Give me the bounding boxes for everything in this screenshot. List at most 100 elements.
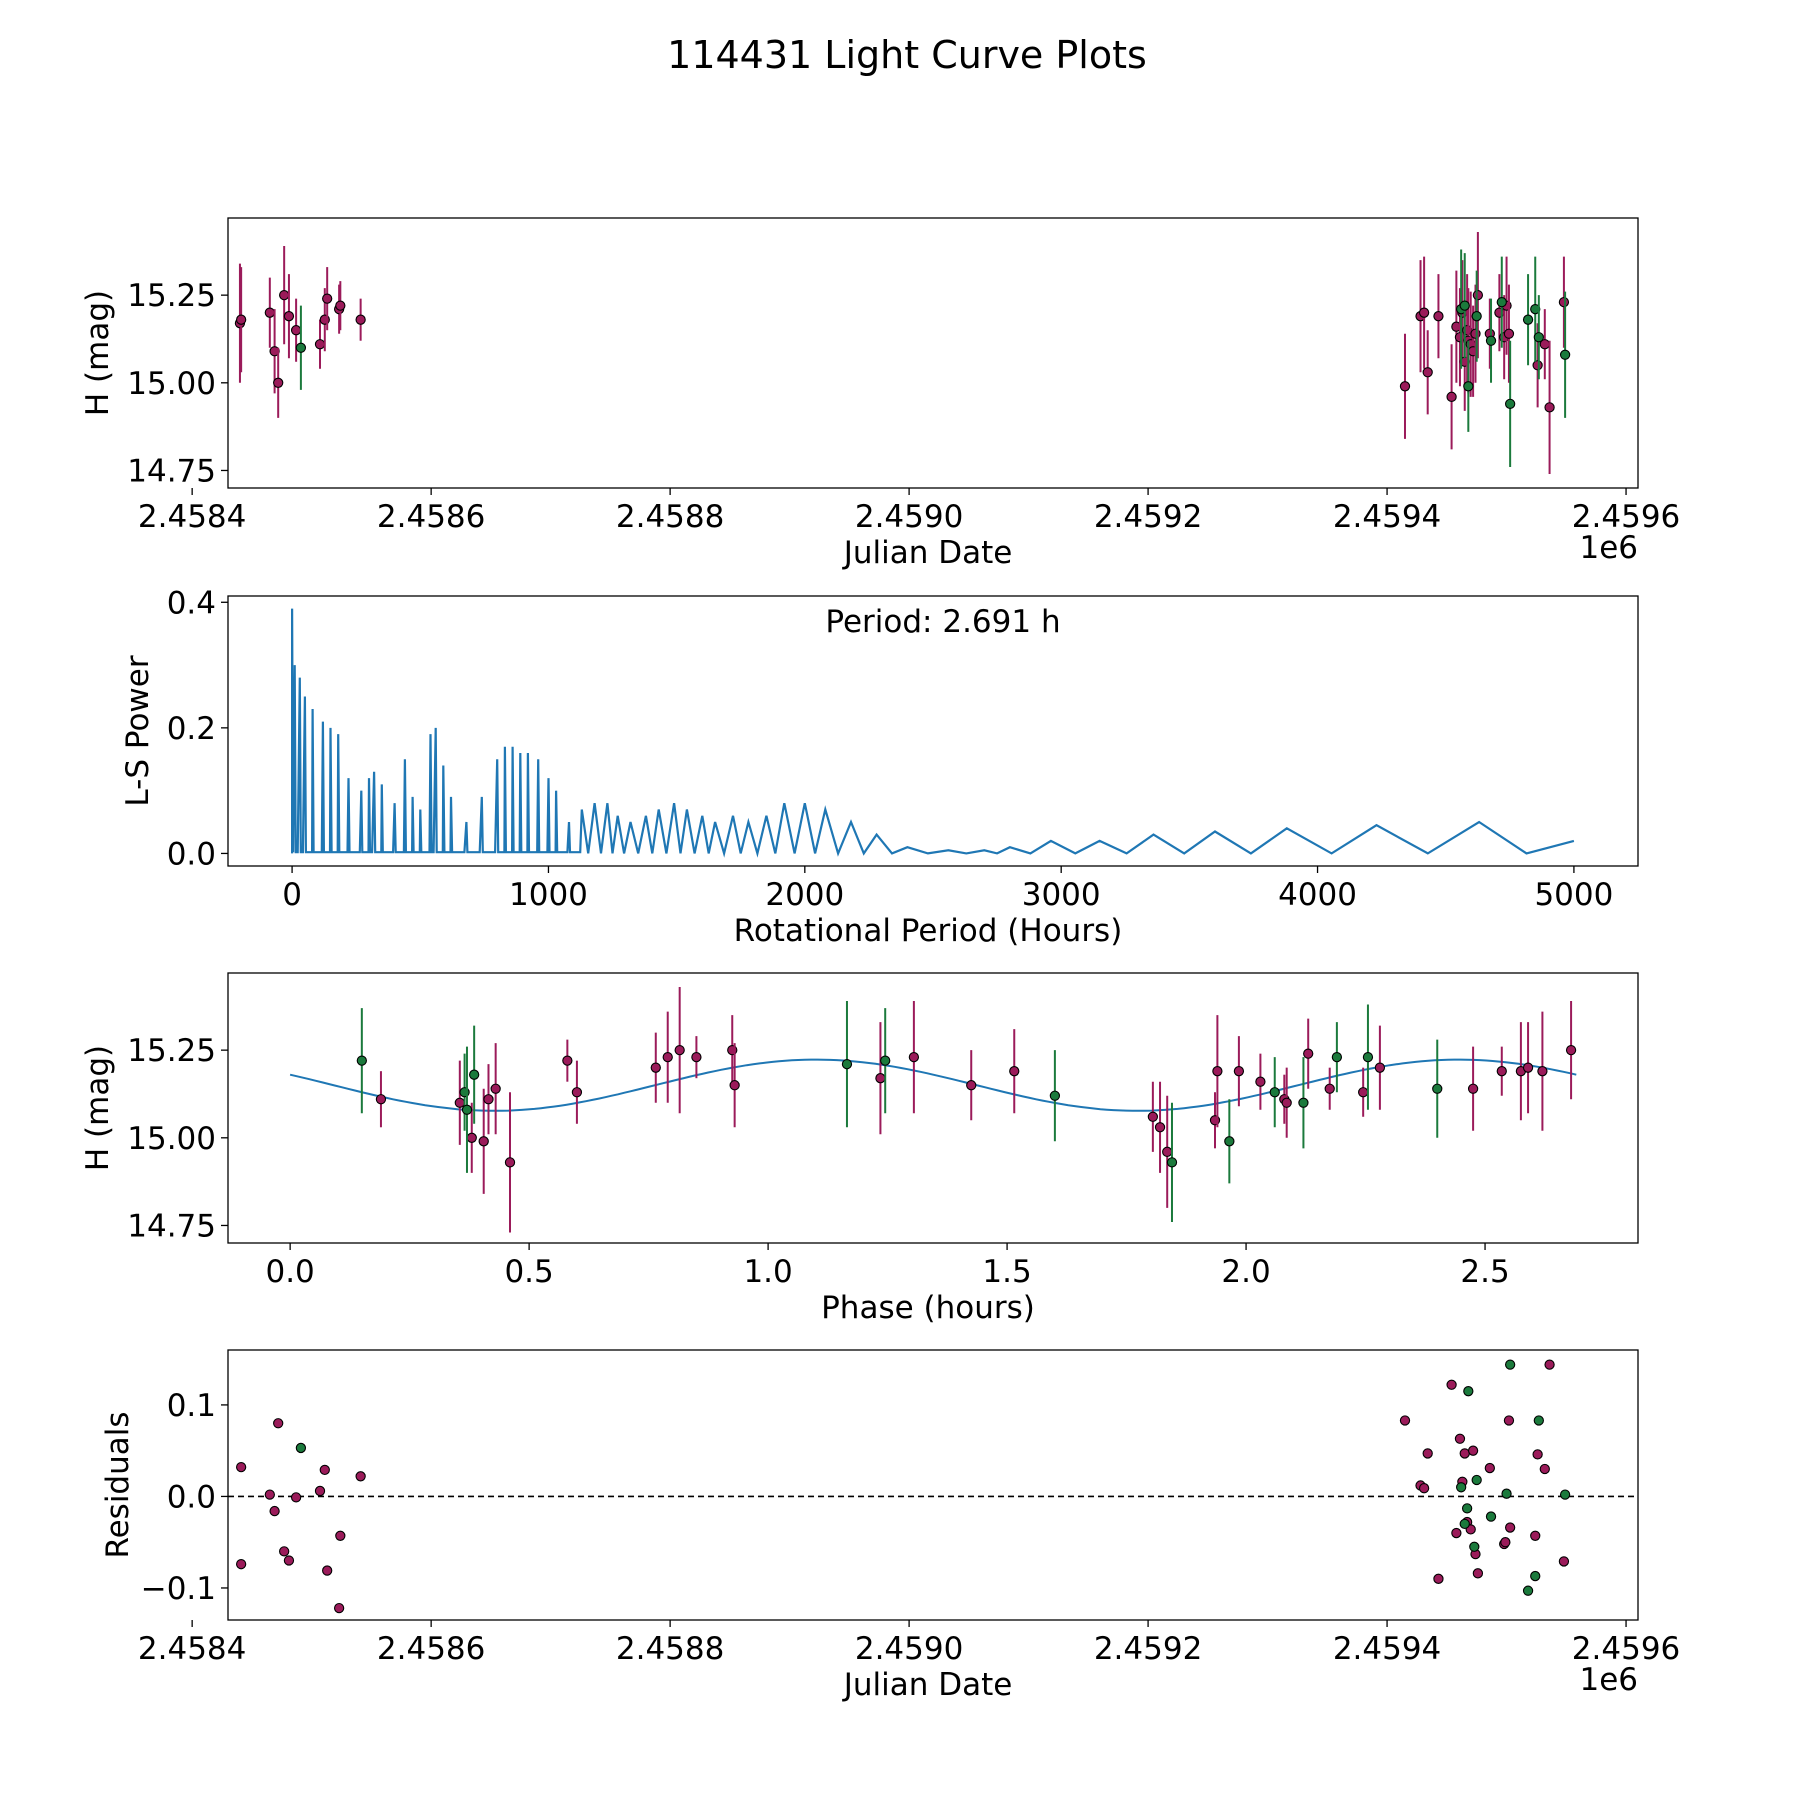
- data-point: [375, 1094, 387, 1105]
- data-point: [1422, 367, 1433, 378]
- data-point: [1331, 1052, 1343, 1063]
- data-point: [1461, 1503, 1473, 1514]
- y-tick-label: 0.0: [167, 836, 216, 872]
- fit-curve: [289, 1058, 1577, 1112]
- data-point: [1281, 1097, 1292, 1108]
- y-tick-label: 0.4: [167, 585, 216, 621]
- data-point: [1374, 1062, 1386, 1073]
- data-point: [1522, 1585, 1534, 1596]
- x-tick-label: 2.4586: [377, 1631, 485, 1667]
- data-point: [1463, 381, 1474, 392]
- data-point: [295, 1442, 307, 1454]
- x-axis-label: Julian Date: [842, 535, 1013, 571]
- x-tick-label: 0.0: [265, 1254, 314, 1290]
- data-point: [1154, 1122, 1166, 1133]
- data-point: [290, 325, 302, 336]
- data-point: [1532, 360, 1543, 371]
- data-point: [729, 1080, 740, 1091]
- panel-2: 0 1000 2000 3000 4000 5000 0.0 0.2 0.4 Rotational…: [120, 585, 1639, 949]
- data-point: [335, 1530, 346, 1541]
- period-annotation: Period: 2.691 h: [825, 604, 1060, 640]
- data-point: [1362, 1052, 1374, 1063]
- data-point: [1459, 300, 1470, 311]
- data-point: [1303, 1048, 1314, 1059]
- axes-frame: [227, 595, 1639, 867]
- data-point: [1533, 332, 1544, 343]
- data-point: [908, 1052, 920, 1063]
- data-point: [461, 1104, 473, 1115]
- data-point: [674, 1044, 685, 1056]
- data-point: [1522, 314, 1534, 325]
- data-point: [314, 1485, 326, 1497]
- data-point: [1433, 1573, 1444, 1584]
- x-tick-label: 2.4594: [1333, 499, 1441, 535]
- data-point: [1467, 1445, 1479, 1456]
- x-tick-label: 1.0: [743, 1254, 792, 1290]
- y-tick-label: 14.75: [127, 1208, 216, 1244]
- y-tick-label: 15.00: [127, 1121, 216, 1157]
- x-tick-label: 2.4588: [616, 1631, 724, 1667]
- data-point: [333, 1602, 345, 1614]
- axes-frame: [227, 972, 1639, 1244]
- data-point: [454, 1097, 465, 1108]
- data-point: [1454, 1433, 1466, 1444]
- data-point: [279, 289, 290, 301]
- x-tick-label: 2.4590: [855, 499, 963, 535]
- data-point: [264, 307, 275, 318]
- plot-area: [289, 987, 1577, 1233]
- data-point: [490, 1083, 501, 1094]
- x-offset-label: 1e6: [1579, 530, 1638, 566]
- data-point: [1485, 335, 1497, 346]
- y-axis-label: L-S Power: [120, 655, 156, 806]
- data-point: [1212, 1066, 1223, 1077]
- y-tick-label: 14.75: [127, 453, 216, 489]
- y-axis-label: H (mag): [80, 290, 116, 416]
- data-point: [966, 1080, 977, 1091]
- x-tick-label: 2.4596: [1572, 499, 1680, 535]
- data-point: [283, 1555, 295, 1566]
- x-axis-label: Phase (hours): [821, 1290, 1035, 1326]
- x-tick-label: 2.4594: [1333, 1631, 1441, 1667]
- data-point: [1484, 1462, 1495, 1474]
- y-tick-label: 15.00: [127, 366, 216, 402]
- data-point: [1500, 1537, 1511, 1548]
- data-point: [1009, 1066, 1020, 1077]
- data-point: [1472, 1568, 1484, 1579]
- data-point: [504, 1157, 516, 1168]
- data-point: [1533, 1415, 1544, 1426]
- data-point: [1451, 1527, 1462, 1539]
- x-tick-label: 2.4592: [1094, 1631, 1202, 1667]
- data-point: [273, 1418, 284, 1429]
- data-point: [1537, 1066, 1548, 1077]
- data-point: [1504, 1522, 1516, 1533]
- data-point: [691, 1052, 702, 1063]
- data-point: [1166, 1157, 1178, 1168]
- data-point: [1233, 1066, 1245, 1077]
- x-tick-label: 2.4584: [138, 499, 246, 535]
- x-tick-label: 1000: [509, 877, 588, 913]
- data-point: [1532, 1449, 1543, 1460]
- data-point: [841, 1059, 853, 1070]
- data-point: [1456, 1482, 1467, 1493]
- x-tick-label: 2.4588: [616, 499, 724, 535]
- data-point: [1544, 402, 1555, 413]
- data-point: [1522, 1062, 1534, 1073]
- x-tick-label: 2.4584: [138, 1631, 246, 1667]
- data-point: [295, 342, 307, 353]
- data-point: [1422, 1448, 1433, 1459]
- y-tick-label: 0.1: [167, 1388, 216, 1424]
- data-point: [1224, 1136, 1235, 1147]
- data-point: [1485, 1511, 1497, 1522]
- x-offset-label: 1e6: [1579, 1662, 1638, 1698]
- data-point: [1269, 1087, 1280, 1098]
- data-point: [235, 1462, 247, 1473]
- data-point: [279, 1546, 290, 1557]
- axes-frame: [227, 1349, 1639, 1621]
- y-axis-label: H (mag): [80, 1045, 116, 1171]
- data-point: [235, 314, 247, 325]
- x-tick-label: 2000: [765, 877, 844, 913]
- series-green: [356, 1001, 1443, 1222]
- data-point: [1504, 1359, 1516, 1370]
- data-point: [1147, 1111, 1159, 1122]
- data-point: [1446, 391, 1457, 402]
